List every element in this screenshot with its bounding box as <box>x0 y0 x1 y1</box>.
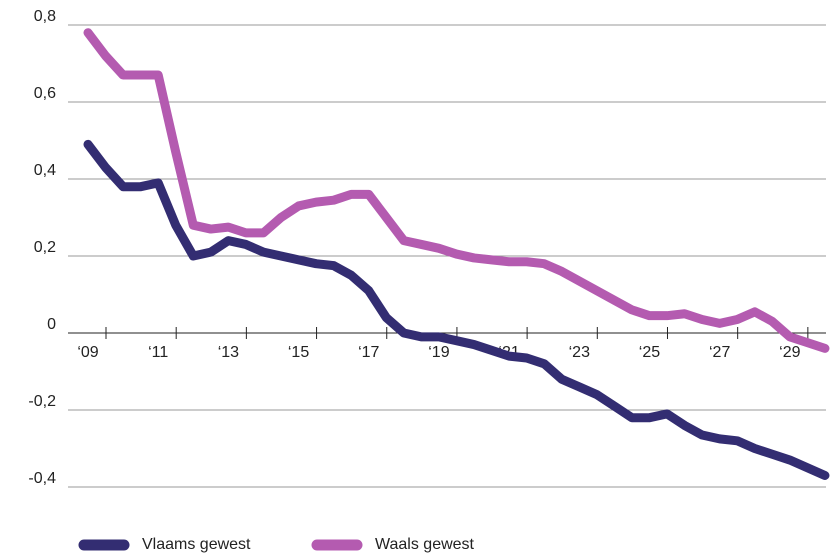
x-tick-label: ‘11 <box>148 344 168 361</box>
y-tick-label: -0,2 <box>28 393 56 410</box>
y-tick-label: -0,4 <box>28 470 56 487</box>
series-line <box>83 139 830 480</box>
y-tick-label: 0,6 <box>34 85 56 102</box>
x-tick-label: ‘09 <box>77 344 98 361</box>
x-tick-label: ‘17 <box>358 344 379 361</box>
x-tick-label: ‘29 <box>779 344 800 361</box>
x-tick-label: ‘27 <box>709 344 730 361</box>
y-tick-label: 0,2 <box>34 239 56 256</box>
legend-label: Vlaams gewest <box>142 536 251 553</box>
y-tick-label: 0,4 <box>34 162 56 179</box>
y-tick-label: 0 <box>47 316 56 333</box>
series-line <box>83 28 830 353</box>
x-tick-label: ‘15 <box>288 344 309 361</box>
x-tick-label: ‘23 <box>569 344 590 361</box>
x-tick-label: ‘19 <box>428 344 449 361</box>
legend-label: Waals gewest <box>375 536 475 553</box>
y-tick-label: 0,8 <box>34 8 56 25</box>
x-tick-label: ‘13 <box>218 344 239 361</box>
x-tick-label: ‘25 <box>639 344 660 361</box>
